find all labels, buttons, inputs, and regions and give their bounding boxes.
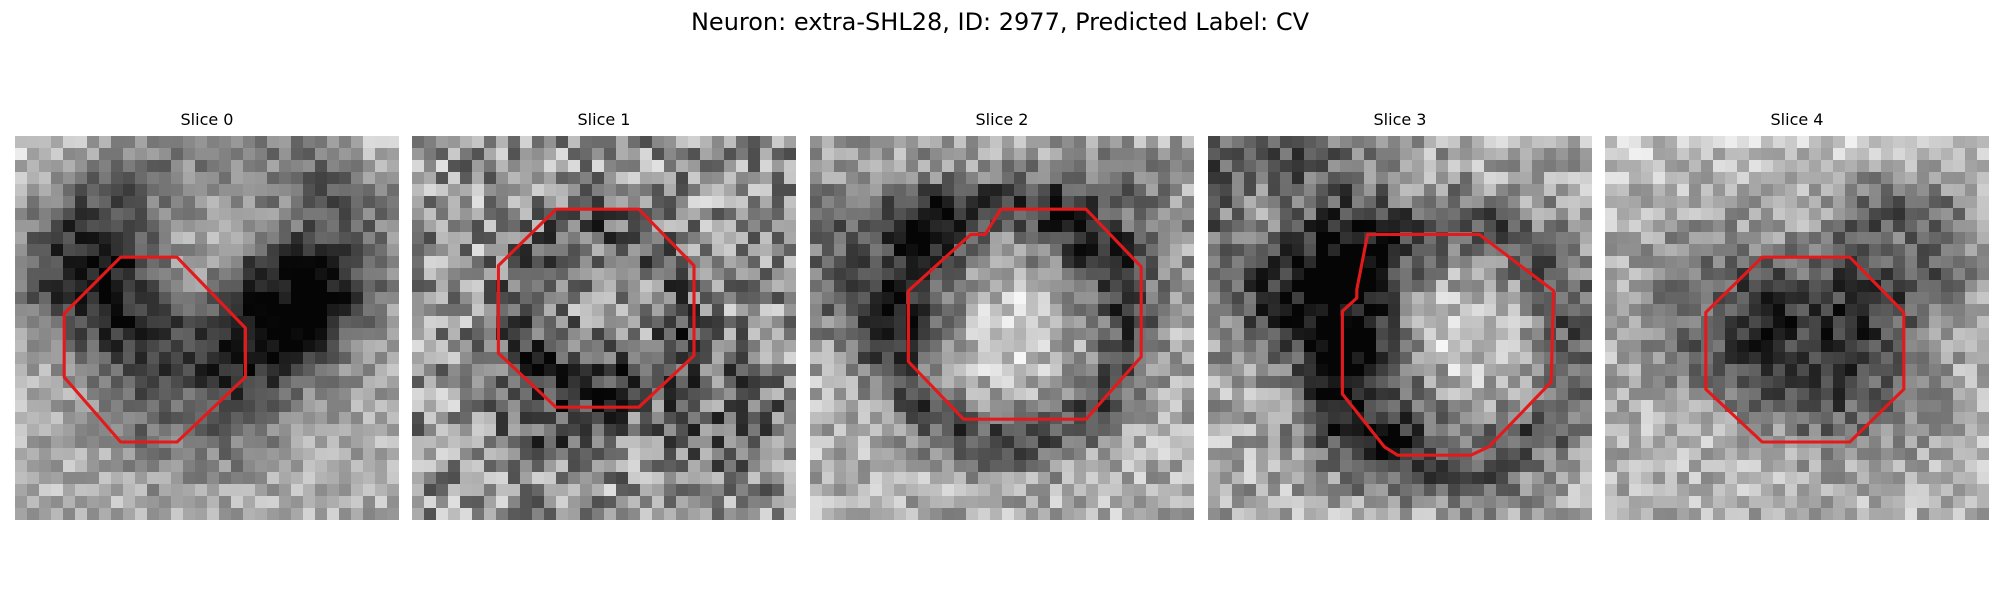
roi-outline (1340, 232, 1556, 457)
slice-title: Slice 1 (577, 110, 631, 129)
slice-image (15, 136, 399, 520)
slice-image (1605, 136, 1989, 520)
slice-panel-0: Slice 0 (15, 108, 399, 520)
slice-image (1208, 136, 1592, 520)
slice-title: Slice 2 (975, 110, 1029, 129)
roi-outline (496, 207, 696, 409)
slice-image (810, 136, 1194, 520)
slice-title: Slice 3 (1373, 110, 1427, 129)
slice-panel-2: Slice 2 (810, 108, 1194, 520)
roi-outline (1704, 255, 1906, 444)
roi-outline (62, 255, 247, 444)
slice-panel-4: Slice 4 (1605, 108, 1989, 520)
roi-outline (906, 207, 1143, 421)
slice-image (412, 136, 796, 520)
figure-title: Neuron: extra-SHL28, ID: 2977, Predicted… (690, 8, 1310, 36)
slice-title: Slice 0 (180, 110, 234, 129)
slice-panel-1: Slice 1 (412, 108, 796, 520)
slice-title: Slice 4 (1770, 110, 1824, 129)
slice-panel-3: Slice 3 (1208, 108, 1592, 520)
